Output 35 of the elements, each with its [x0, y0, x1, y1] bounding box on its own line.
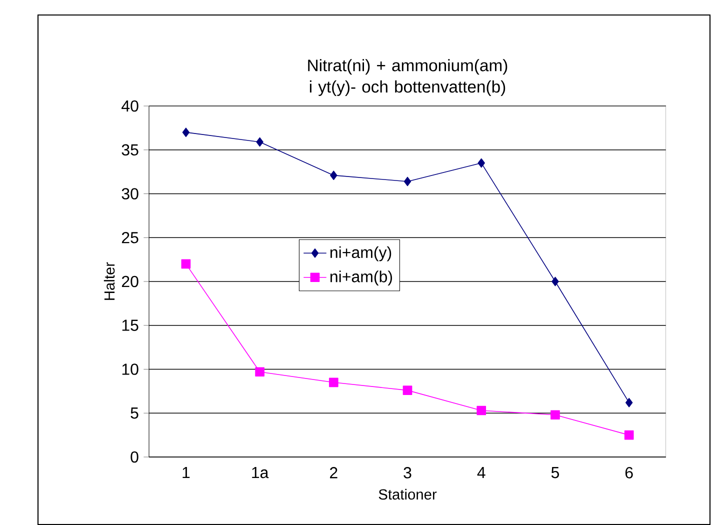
- x-axis-title: Stationer: [378, 488, 437, 500]
- point: [182, 128, 190, 137]
- y-tick-label: 25: [122, 232, 138, 244]
- point: [478, 158, 485, 168]
- point: [552, 276, 559, 286]
- point: [625, 398, 633, 408]
- y-tick-label: 20: [122, 276, 138, 288]
- point: [624, 430, 634, 440]
- x-tick-label: 5: [551, 467, 559, 478]
- x-tick-label: 2: [330, 467, 338, 478]
- point: [402, 386, 412, 395]
- point: [328, 378, 338, 388]
- x-tick-label: 3: [404, 467, 412, 478]
- chart-title: Nitrat(ni) + ammonium(am) i yt(y)- och bottenvatten(b): [308, 59, 508, 96]
- point: [255, 367, 264, 377]
- y-tick-label: 30: [122, 188, 138, 200]
- y-tick-label: 35: [122, 144, 138, 156]
- y-tick-label: 5: [130, 408, 138, 419]
- point: [330, 170, 338, 180]
- point: [550, 410, 560, 420]
- x-tick-label: 6: [625, 467, 633, 478]
- y-tick-label: 0: [130, 451, 138, 463]
- y-tick-label: 40: [122, 100, 138, 112]
- point: [476, 406, 486, 416]
- point: [256, 137, 264, 147]
- legend-label: ni+am(y): [330, 246, 392, 262]
- y-tick-label: 10: [122, 364, 138, 375]
- point: [181, 259, 191, 269]
- x-tick-label: 1: [182, 467, 190, 478]
- y-axis-title: Halter: [104, 262, 115, 300]
- legend-label: ni+am(b): [330, 270, 392, 286]
- x-tick-label: 4: [477, 467, 486, 478]
- point: [404, 176, 412, 186]
- x-tick-label: 1a: [252, 467, 269, 478]
- y-tick-label: 15: [122, 320, 138, 331]
